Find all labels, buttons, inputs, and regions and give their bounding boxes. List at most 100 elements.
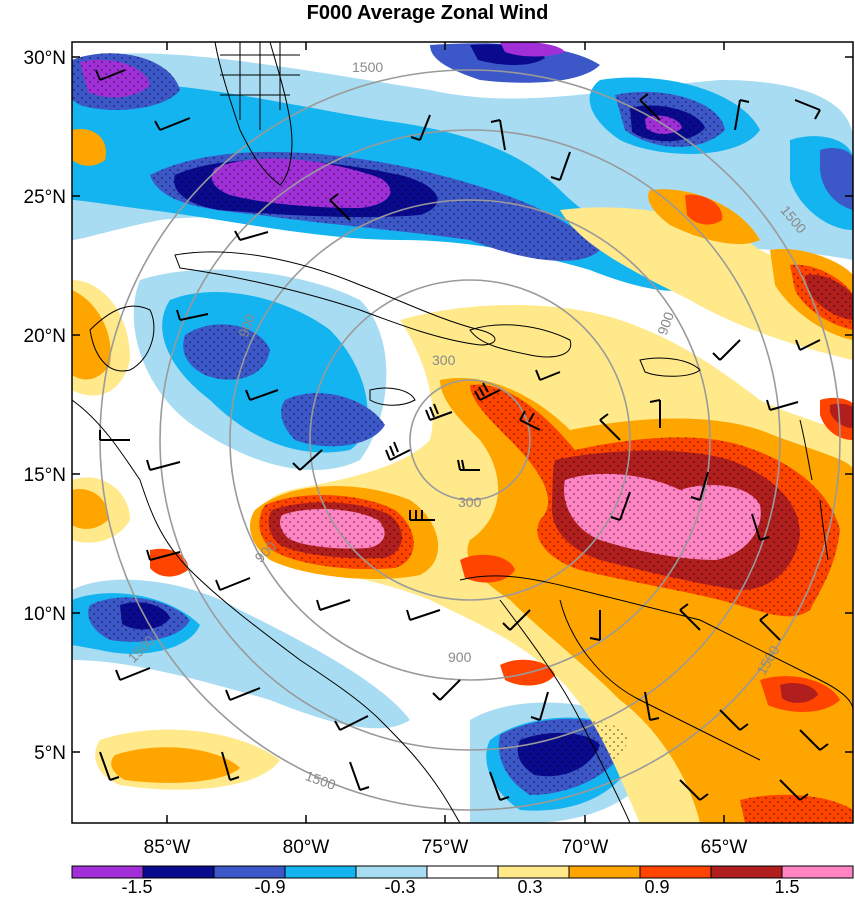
lat-label-20n: 20°N	[24, 326, 66, 347]
coast-border	[559, 599, 761, 761]
wind-barb	[799, 729, 829, 751]
lon-label-65w: 65°W	[701, 837, 748, 858]
colorbar-label: -1.5	[121, 877, 152, 897]
ring-label: 300	[458, 494, 482, 510]
lon-label-75w: 75°W	[422, 837, 469, 858]
shade-purple	[500, 42, 565, 57]
stipple-region	[259, 494, 414, 570]
range-ring-mid	[309, 279, 631, 601]
colorbar-swatch	[710, 865, 783, 879]
shade-orange	[72, 489, 109, 529]
wind-barb	[519, 410, 541, 431]
wind-barb	[550, 151, 571, 181]
map-plot-area: 300 300 900 900 900 900 1500 1500 1500 1…	[72, 42, 853, 823]
wind-barb	[679, 603, 701, 631]
wind-barb	[679, 779, 709, 801]
coast-lesser-antilles	[799, 419, 829, 561]
lat-label-25n: 25°N	[24, 187, 66, 208]
wind-barbs	[95, 69, 829, 801]
shade-orange	[111, 747, 240, 783]
wind-barb	[221, 751, 240, 781]
shade-orange	[72, 129, 106, 166]
wind-barb	[589, 610, 601, 641]
latitude-labels: 30°N 25°N 20°N 15°N 10°N 5°N	[24, 48, 66, 764]
coast-south-america	[459, 575, 853, 711]
wind-barb	[410, 114, 431, 141]
coast-jamaica	[369, 387, 416, 406]
range-ring-300	[409, 379, 531, 501]
wind-barb	[215, 577, 251, 591]
wind-barb	[245, 389, 279, 401]
lon-label-80w: 80°W	[283, 837, 330, 858]
lon-label-85w: 85°W	[144, 837, 191, 858]
wind-barb	[759, 613, 781, 641]
wind-barb	[432, 679, 461, 701]
wind-barb	[719, 709, 749, 731]
wind-barb	[316, 599, 351, 611]
colorbar-swatch	[426, 865, 499, 879]
wind-barb	[115, 667, 151, 681]
stipple-region	[183, 324, 270, 380]
stipple-region	[150, 151, 600, 261]
range-ring-outer	[159, 129, 781, 751]
wind-barb	[474, 382, 501, 401]
wind-barb	[489, 771, 510, 801]
stipple-region	[281, 393, 385, 447]
wind-barb	[406, 609, 441, 621]
wind-barb	[779, 779, 809, 801]
coast-central-america	[72, 399, 461, 823]
wind-barb	[457, 459, 480, 471]
colorbar-swatch	[284, 865, 357, 879]
map-title: F000 Average Zonal Wind	[306, 2, 549, 24]
range-ring-900	[229, 199, 711, 681]
wind-barb	[146, 549, 181, 561]
wind-barb	[425, 403, 453, 421]
wind-barb	[154, 117, 191, 131]
wind-barb	[535, 369, 561, 381]
lon-label-70w: 70°W	[562, 837, 609, 858]
wind-barb	[649, 399, 661, 428]
shade-dark-red	[830, 403, 853, 428]
coastlines	[72, 42, 853, 823]
stipple-region	[740, 794, 853, 823]
wind-barb	[385, 441, 411, 461]
map-frame	[71, 41, 854, 824]
stipple-region	[615, 91, 725, 147]
wind-barb	[599, 413, 621, 441]
wind-barb	[99, 751, 120, 781]
wind-barb	[794, 99, 821, 120]
wind-barb	[99, 430, 130, 441]
wind-barb	[734, 99, 750, 131]
lat-label-10n: 10°N	[24, 604, 66, 625]
colorbar-label: -0.9	[254, 877, 285, 897]
colorbar-swatch	[142, 865, 215, 879]
colorbar-label: -0.3	[384, 877, 415, 897]
shade-red-orange	[685, 194, 723, 225]
wind-barb	[795, 339, 821, 351]
coast-puerto-rico	[639, 357, 701, 377]
coast-cuba	[174, 251, 496, 346]
wind-barb	[234, 230, 269, 241]
wind-barb	[292, 449, 323, 471]
coast-south-america-lower	[499, 599, 631, 823]
wind-barb	[225, 687, 261, 701]
colorbar-label: 1.5	[774, 877, 799, 897]
colorbar: -1.5 -0.9 -0.3 0.3 0.9 1.5	[71, 865, 854, 897]
stipple-region	[790, 264, 853, 330]
wind-barb	[751, 513, 770, 541]
wind-barb	[95, 69, 126, 81]
colorbar-swatch	[568, 865, 641, 879]
wind-barb	[690, 471, 709, 501]
lat-label-15n: 15°N	[24, 465, 66, 486]
lat-label-30n: 30°N	[24, 48, 66, 69]
colorbar-label: 0.9	[644, 877, 669, 897]
shade-red-orange	[150, 548, 189, 577]
lat-label-5n: 5°N	[34, 743, 66, 764]
wind-barb	[146, 459, 181, 471]
wind-barb	[644, 691, 660, 721]
coast-yucatan	[89, 305, 155, 372]
colorbar-swatch	[781, 865, 854, 879]
stipple-region	[498, 718, 630, 795]
stipple-region	[88, 597, 190, 642]
